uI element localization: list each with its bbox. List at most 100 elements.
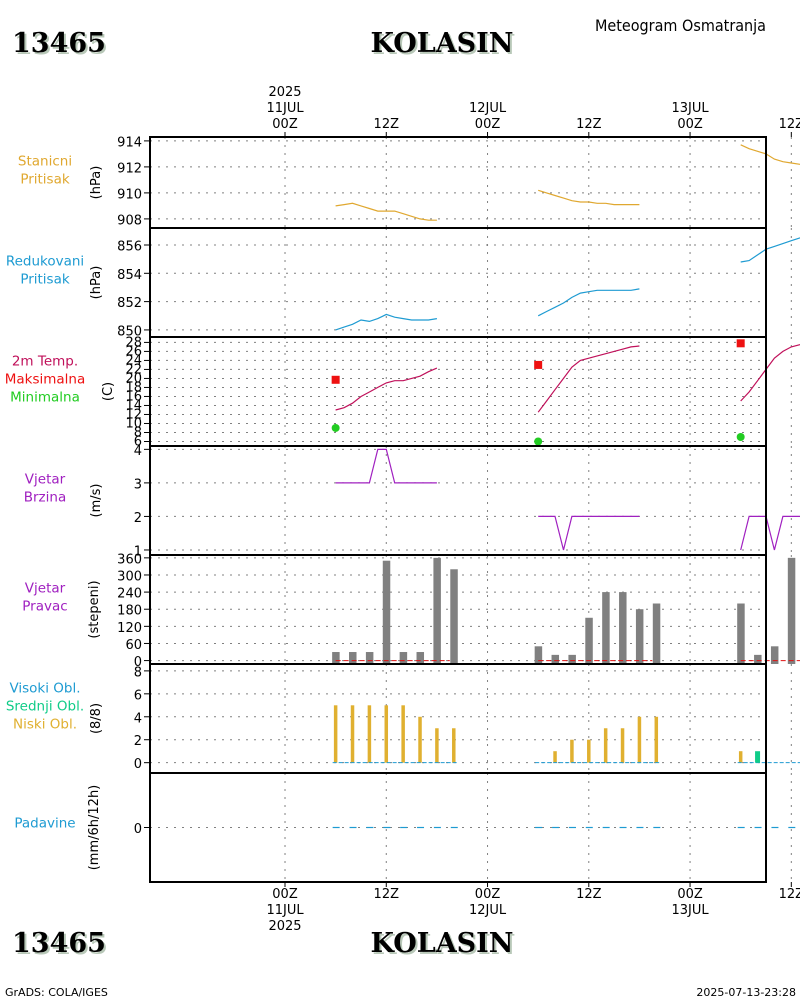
series-line-2m-temp- (740, 344, 800, 402)
panel-4: 1 2 3 4 (m/s) Vjetar Brzina (24, 444, 800, 559)
panel-label: 2m Temp. (12, 354, 78, 370)
max-temp-marker (331, 375, 340, 384)
y-axis-unit-label: (m/s) (89, 484, 104, 518)
y-axis-unit-label: (C) (101, 382, 116, 401)
y-axis-unit-label: (hPa) (89, 266, 104, 300)
cloud-bar-low_cloud (654, 716, 659, 763)
time-label-bottom: 00Z (272, 887, 298, 902)
time-label-bottom: 12Z (779, 887, 800, 902)
y-tick-label: 180 (117, 604, 142, 619)
time-label-top: 00Z (677, 117, 703, 132)
y-tick-label: 2 (134, 511, 142, 526)
y-tick-label: 360 (117, 552, 142, 567)
cloud-bar-mid_cloud (755, 751, 761, 763)
panel-label: Pravac (22, 599, 67, 615)
y-tick-label: 8 (134, 665, 142, 680)
panel-7: 0 (mm/6h/12h) Padavine (14, 772, 796, 883)
min-temp-marker (736, 432, 745, 441)
cloud-bar-low_cloud (333, 705, 338, 763)
panel-6: 0 2 4 6 8 (8/8) Visoki Obl. Srednji Obl. Niski O… (6, 663, 800, 774)
wind-direction-bar (787, 557, 796, 664)
y-tick-label: 852 (117, 296, 142, 311)
y-axis-unit-label: (stepeni) (87, 580, 102, 638)
series-line-2m-temp- (335, 367, 438, 411)
panel-frame (149, 772, 767, 883)
panel-5: 0 60 120 180 240 300 360 (stepeni) Vjetar Pravac (22, 552, 800, 670)
cloud-bar-low_cloud (587, 739, 591, 763)
y-tick-label: 240 (117, 587, 142, 602)
time-label-top: 2025 (268, 85, 301, 100)
series-line-vjetar-brzina (335, 448, 437, 484)
series-line-stanicni-pritisak (740, 144, 800, 165)
time-label-bottom: 13JUL (671, 903, 709, 918)
wind-direction-bar (349, 652, 357, 664)
max-temp-marker (534, 360, 543, 369)
y-tick-label: 0 (134, 822, 142, 837)
wind-direction-bar (416, 652, 425, 664)
wind-direction-bar (450, 569, 458, 664)
panel-label: Stanicni (18, 154, 72, 170)
y-tick-label: 912 (117, 161, 142, 176)
cloud-bar-low_cloud (570, 739, 574, 763)
series-line-redukovani-pritisak (537, 288, 640, 317)
cloud-bar-low_cloud (350, 705, 355, 763)
time-label-top: 00Z (475, 117, 501, 132)
time-label-bottom: 00Z (677, 887, 703, 902)
panel-label: Padavine (14, 816, 75, 832)
station-name: KOLASIN (370, 28, 513, 59)
wind-direction-bar (332, 652, 340, 664)
y-tick-label: 6 (134, 688, 142, 703)
min-temp-marker (534, 437, 543, 446)
panel-frame (149, 554, 767, 665)
time-label-top: 12Z (374, 117, 400, 132)
time-label-top: 12Z (779, 117, 800, 132)
footer-station-id-shadow: 13465 (14, 930, 108, 961)
y-tick-label: 28 (125, 335, 142, 350)
series-line-redukovani-pritisak (740, 237, 800, 263)
min-temp-marker (331, 423, 340, 432)
y-tick-label: 1 (134, 544, 142, 559)
y-tick-label: 854 (117, 268, 142, 283)
cloud-bar-low_cloud (367, 705, 372, 763)
time-label-top: 11JUL (266, 101, 304, 116)
footer-station-id: 13465 (12, 928, 106, 959)
wind-direction-bar (754, 654, 762, 664)
time-label-top: 00Z (272, 117, 298, 132)
panel-label: Vjetar (25, 472, 66, 488)
y-tick-label: 2 (134, 734, 142, 749)
y-tick-label: 16 (125, 389, 142, 404)
cloud-bar-low_cloud (401, 705, 405, 763)
y-tick-label: 120 (117, 621, 142, 636)
y-axis-unit-label: (8/8) (89, 703, 104, 734)
wind-direction-bar (635, 609, 644, 664)
panel-label: Redukovani (6, 254, 84, 270)
series-line-2m-temp- (537, 345, 640, 413)
cloud-bar-low_cloud (738, 751, 743, 763)
series-line-vjetar-brzina (740, 515, 800, 551)
y-tick-label: 856 (117, 239, 142, 254)
panel-frame (149, 136, 767, 229)
y-tick-label: 26 (125, 344, 142, 359)
panel-label: Niski Obl. (13, 717, 77, 733)
y-tick-label: 12 (125, 407, 142, 422)
footer-station-name-shadow: KOLASIN (372, 930, 515, 961)
panel-2: 850 852 854 856 (hPa) Redukovani Pritisak (6, 227, 800, 339)
wind-direction-bar (551, 654, 560, 664)
footer-credit: GrADS: COLA/IGES (5, 986, 108, 999)
y-tick-label: 6 (134, 434, 142, 449)
y-tick-label: 0 (134, 757, 142, 772)
panel-label: Minimalna (10, 390, 80, 406)
panel-label: Visoki Obl. (9, 681, 80, 697)
panel-frame (149, 336, 767, 447)
y-tick-label: 24 (125, 353, 142, 368)
cloud-bar-low_cloud (452, 728, 456, 763)
panel-label: Srednji Obl. (6, 699, 84, 715)
station-id: 13465 (12, 28, 106, 59)
series-line-redukovani-pritisak (335, 313, 437, 331)
wind-direction-bar (619, 592, 627, 664)
y-tick-label: 0 (134, 655, 142, 670)
wind-direction-bar (365, 652, 374, 664)
cloud-bar-low_cloud (435, 728, 439, 763)
cloud-bar-low_cloud (637, 716, 642, 763)
